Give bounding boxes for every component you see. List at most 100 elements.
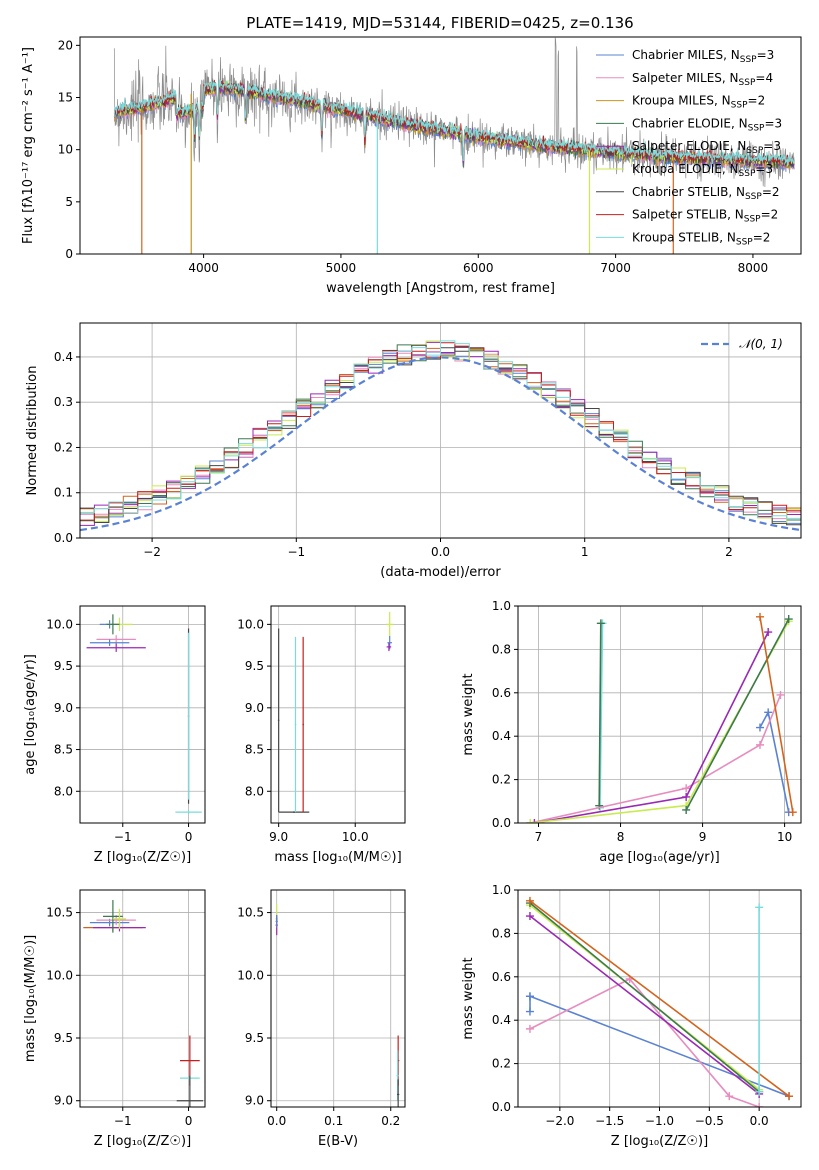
y-tick-label: 0.4 [492,1013,511,1027]
plot-area [113,37,795,254]
plot-area [526,612,797,823]
y-tick-label: 10.5 [237,906,264,920]
y-tick-label: 10.5 [46,906,73,920]
weight-vs-metallicity-panel: −2.0 −1.5 −1.0 −0.5 0.0 0.0 0.2 0.4 0.6 0.8 1.0 Z [… [461,883,802,1149]
weight-marker [755,1103,764,1107]
x-tick-label: 0.0 [431,545,450,559]
y-tick-label: 0.3 [54,395,73,409]
legend-count: =2 [753,230,771,244]
weight-line [530,620,790,823]
legend-count: =3 [763,139,781,153]
legend-entry: Salpeter STELIB, NSSP=2 [632,208,778,225]
y-tick-label: 0.2 [492,773,511,787]
plot-area [277,611,394,813]
y-tick-label: 9.0 [54,701,73,715]
x-tick-label: 10 [777,830,792,844]
legend-count: =3 [757,48,775,62]
weight-line [530,694,782,823]
x-tick-label: 0.0 [750,1114,769,1128]
weight-marker [788,808,797,817]
y-tick-label: 8.0 [245,784,264,798]
x-tick-label: −1 [114,1114,132,1128]
weight-vs-age-panel: 7 8 9 10 0.0 0.2 0.4 0.6 0.8 1.0 age [log₁₀(age/yr… [461,599,802,865]
weight-marker [525,992,534,1001]
y-tick-label: 8.5 [245,743,264,757]
x-tick-label: 0.0 [267,1114,286,1128]
y-axis-label: Flux [fλ10⁻¹⁷ erg cm⁻² s⁻¹ A⁻¹] [21,47,36,244]
x-tick-label: −2.0 [545,1114,574,1128]
legend-subscript: SSP [740,55,757,65]
legend-entry: Kroupa STELIB, NSSP=2 [632,230,770,247]
weight-marker [525,896,534,905]
weight-marker [784,615,793,624]
y-tick-label: 1.0 [492,599,511,613]
weight-marker [525,1007,534,1016]
x-axis-label: Z [log₁₀(Z/Z☉)] [94,1134,191,1149]
y-tick-label: 0.8 [492,926,511,940]
weight-marker [530,819,539,823]
y-tick-label: 0 [65,247,73,261]
y-tick-label: 10.0 [46,968,73,982]
axes-frame [270,889,406,1108]
legend-subscript: SSP [736,237,753,247]
axes-frame [270,605,406,824]
weight-marker [755,903,764,912]
plot-area [80,340,801,532]
y-tick-label: 20 [58,38,73,52]
y-tick-label: 0.8 [492,642,511,656]
mass-vs-extinction-panel: 0.0 0.1 0.2 9.0 9.5 10.0 10.5 E(B-V) [237,889,406,1149]
legend-subscript: SSP [744,215,761,225]
x-tick-label: 8000 [738,261,769,275]
x-tick-label: −1 [287,545,305,559]
y-tick-label: 1.0 [492,883,511,897]
weight-marker [755,740,764,749]
weight-marker [755,723,764,732]
x-tick-label: −0.5 [695,1114,724,1128]
axes-frame [517,605,802,824]
legend-count: =2 [748,94,766,108]
weight-marker [764,708,773,717]
plot-area [525,896,794,1107]
x-axis-label: E(B-V) [318,1134,358,1149]
model-spectrum-line [113,79,795,165]
legend-count: =4 [755,71,773,85]
weight-line [599,623,604,808]
x-tick-label: 0.2 [381,1114,400,1128]
x-tick-label: −1 [114,830,132,844]
y-tick-label: 0.4 [54,350,73,364]
y-tick-label: 0.2 [492,1057,511,1071]
legend-subscript: SSP [746,146,763,156]
x-tick-label: 0 [185,830,193,844]
weight-marker [785,1092,794,1101]
x-tick-label: 7 [535,830,543,844]
y-axis-label: mass [log₁₀(M/M☉)] [23,935,38,1062]
plot-area [83,900,204,1107]
legend-subscript: SSP [739,78,756,88]
x-tick-label: 9.0 [269,830,288,844]
legend-subscript: SSP [731,101,748,111]
x-tick-label: −2 [143,545,161,559]
x-tick-label: 10.0 [342,830,369,844]
y-tick-label: 10.0 [237,617,264,631]
legend-entry: Chabrier MILES, NSSP=3 [632,48,774,65]
weight-marker [526,819,535,823]
weight-marker [682,792,691,801]
x-axis-label: mass [log₁₀(M/M☉)] [274,850,401,865]
x-tick-label: 8 [617,830,625,844]
y-tick-label: 9.0 [245,701,264,715]
legend-subscript: SSP [748,123,765,133]
legend-count: =3 [764,116,782,130]
legend-count: =3 [755,162,773,176]
x-axis-label: age [log₁₀(age/yr)] [599,850,720,865]
y-tick-label: 0.6 [492,970,511,984]
plot-area [86,614,202,814]
weight-line [529,900,790,1097]
y-tick-label: 9.5 [245,1031,264,1045]
mass-vs-metallicity-panel: −1 0 9.0 9.5 10.0 10.5 Z [log₁₀(Z/Z☉)] mass [lo… [23,889,206,1149]
y-axis-label: mass weight [461,673,476,755]
weight-line [529,902,760,1093]
x-tick-label: −1.5 [595,1114,624,1128]
plot-area [275,903,400,1107]
weight-marker [682,784,691,793]
